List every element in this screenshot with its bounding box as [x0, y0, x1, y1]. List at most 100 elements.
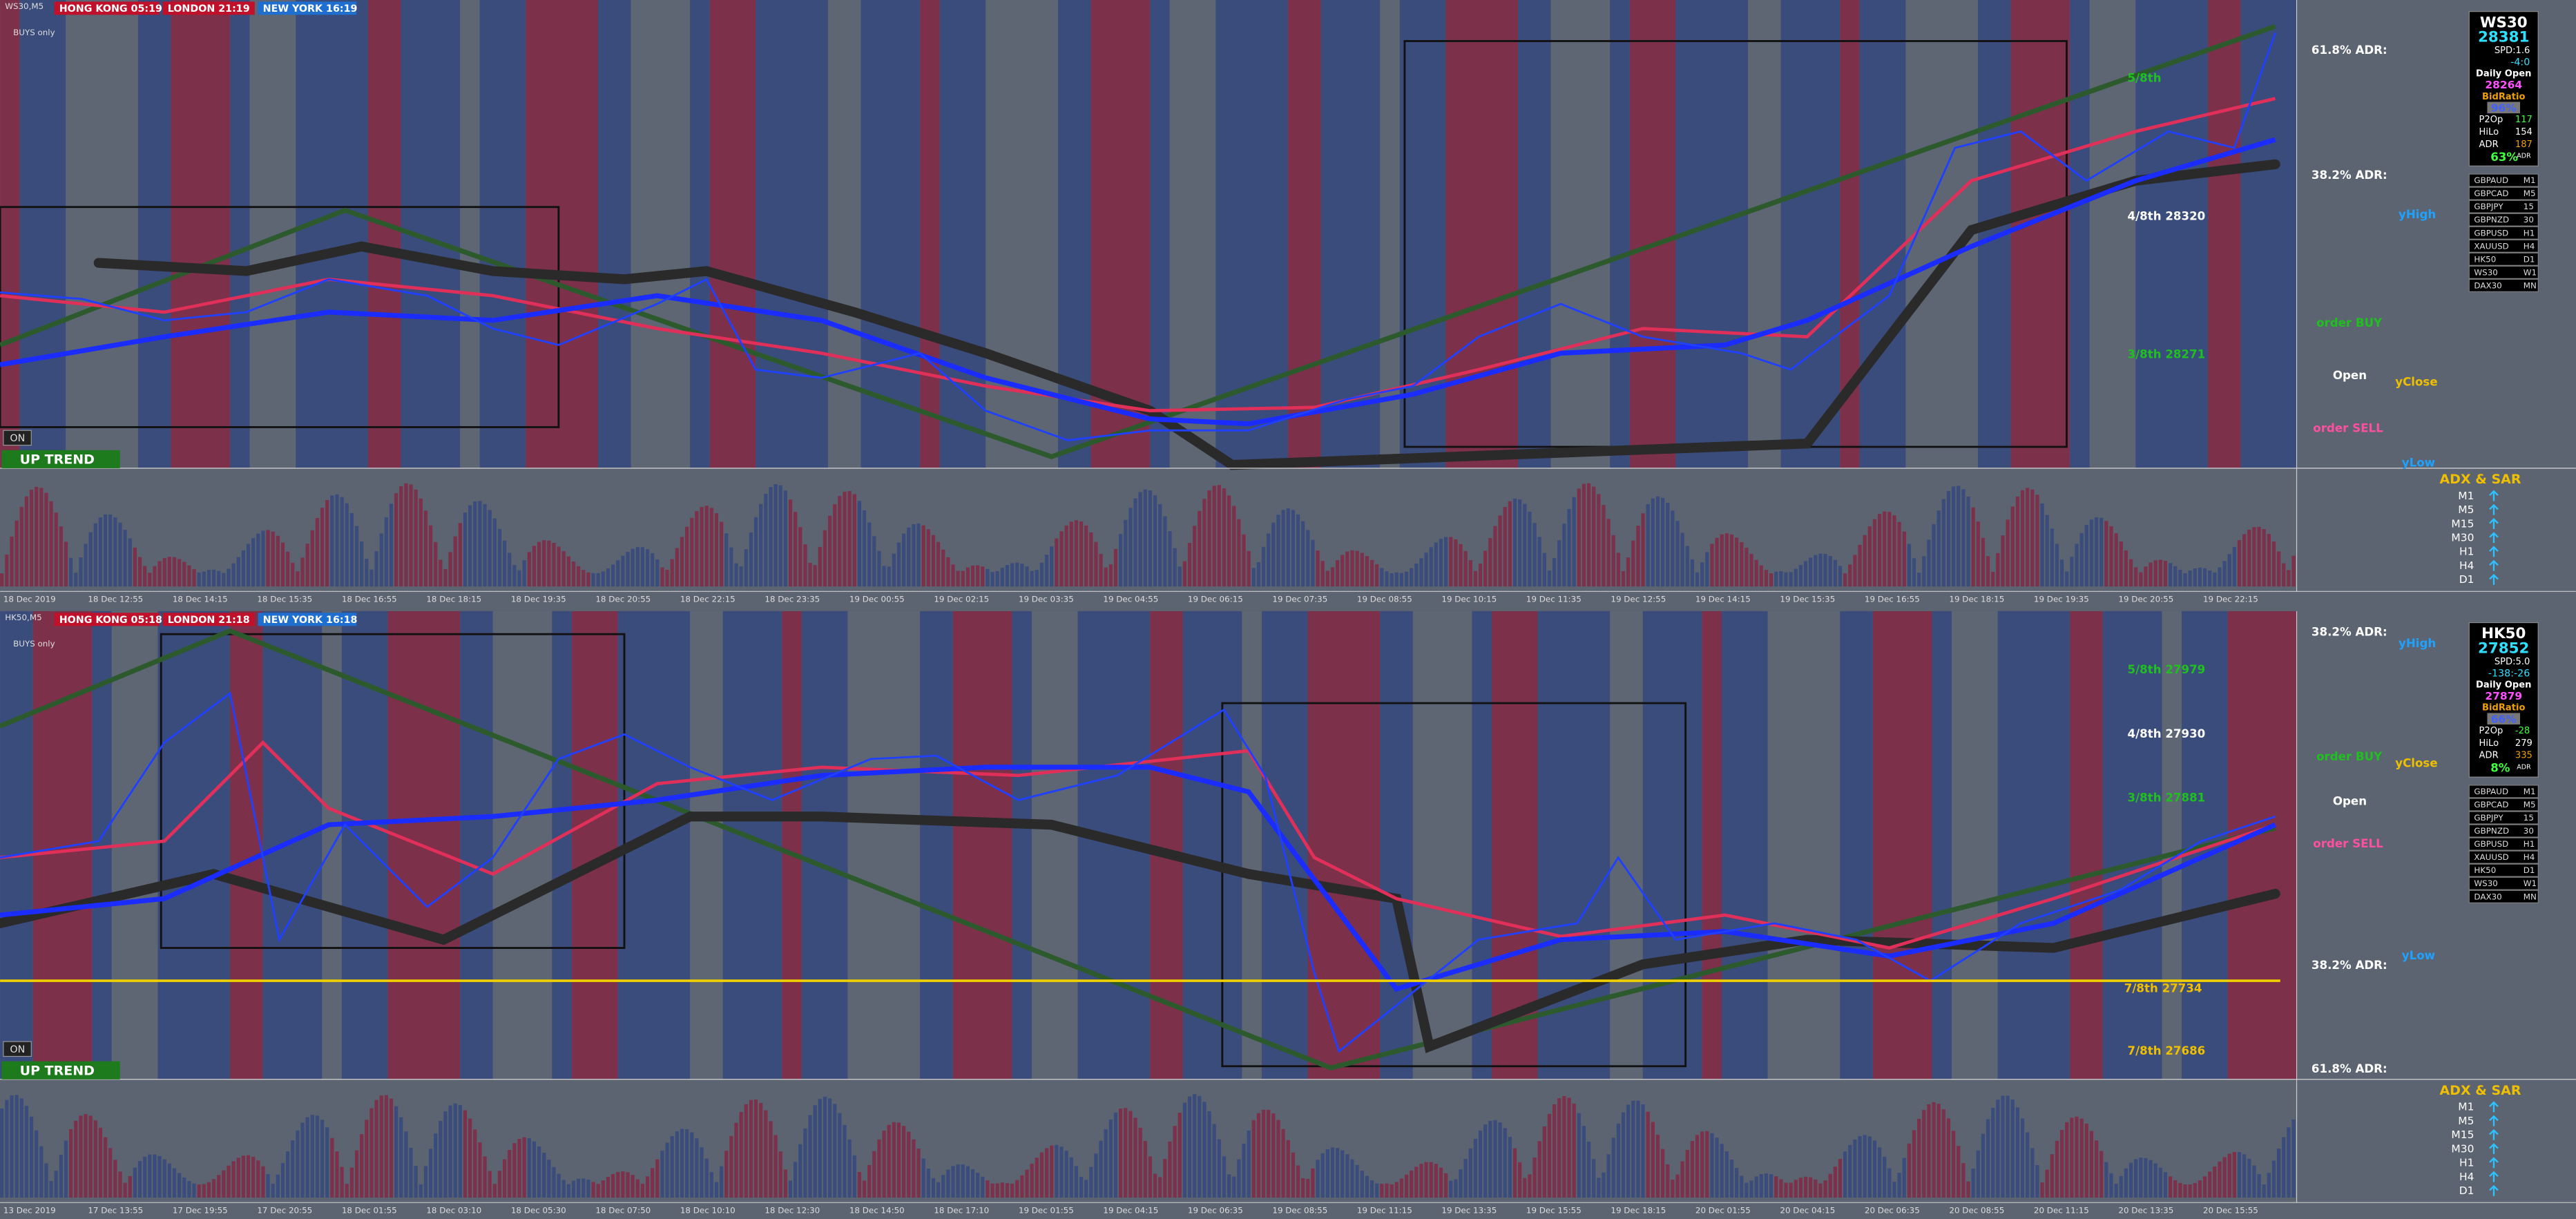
symbol-tf[interactable]: M5 [2524, 189, 2536, 198]
adx-arrow [2489, 1129, 2499, 1140]
symbol-button[interactable] [2468, 798, 2539, 812]
volume-bar [1577, 488, 1581, 587]
volume-bar [1118, 534, 1123, 587]
session-stripe [1445, 0, 1519, 468]
level-label: 38.2% ADR: [2311, 625, 2387, 638]
symbol-tf[interactable]: H4 [2524, 241, 2535, 251]
symbol-button[interactable] [2468, 850, 2539, 864]
symbol-tf[interactable]: W1 [2524, 879, 2537, 888]
symbol-tf[interactable]: MN [2524, 892, 2537, 901]
volume-bar [1809, 1177, 1813, 1198]
symbol-button[interactable] [2468, 173, 2539, 187]
symbol-tf[interactable]: M1 [2524, 787, 2536, 796]
symbol-tf[interactable]: H1 [2524, 839, 2535, 849]
volume-bar [167, 1163, 171, 1198]
volume-bar [709, 508, 713, 587]
switch-bg[interactable] [3, 430, 32, 446]
volume-bar [1572, 497, 1576, 587]
symbol-name[interactable]: GBPCAD [2474, 189, 2508, 198]
symbol-button[interactable] [2468, 824, 2539, 838]
session-stripe [1182, 611, 1242, 1079]
symbol-button[interactable] [2468, 265, 2539, 279]
symbol-button[interactable] [2468, 252, 2539, 266]
volume-bar [1118, 1108, 1123, 1198]
symbol-button[interactable] [2468, 239, 2539, 253]
volume-bar [2094, 1140, 2099, 1198]
symbol-name[interactable]: GBPAUD [2474, 787, 2508, 796]
symbol-tf[interactable]: 30 [2524, 215, 2534, 224]
time-label: 20 Dec 06:35 [1865, 1206, 1920, 1216]
volume-bar [231, 1161, 236, 1198]
symbol-name[interactable]: WS30 [2474, 267, 2497, 277]
volume-bar [1823, 554, 1827, 587]
volume-bar [1375, 564, 1379, 587]
adx-arrow [2489, 1115, 2499, 1126]
symbol-tf[interactable]: M1 [2524, 175, 2536, 185]
symbol-tf[interactable]: 15 [2524, 813, 2534, 823]
volume-bar [1690, 559, 1695, 587]
volume-bar [1809, 557, 1813, 587]
volume-bar [404, 1131, 408, 1198]
volume-bar [128, 538, 132, 587]
symbol-button[interactable] [2468, 213, 2539, 227]
symbol-button[interactable] [2468, 186, 2539, 200]
symbol-name[interactable]: WS30 [2474, 879, 2497, 888]
info-row-value: 154 [2515, 127, 2532, 137]
volume-bar [660, 1151, 664, 1198]
volume-bar [1724, 1151, 1729, 1198]
symbol-name[interactable]: GBPJPY [2474, 202, 2503, 211]
symbol-name[interactable]: XAUUSD [2474, 852, 2508, 862]
symbol-name[interactable]: GBPUSD [2474, 839, 2508, 849]
symbol-name[interactable]: DAX30 [2474, 892, 2501, 901]
symbol-button[interactable] [2468, 890, 2539, 903]
symbol-button[interactable] [2468, 200, 2539, 213]
info-change: -4:0 [2510, 57, 2530, 68]
switch-label[interactable]: ON [10, 1044, 25, 1055]
volume-bar [463, 1110, 468, 1198]
symbol-name[interactable]: GBPJPY [2474, 813, 2503, 823]
volume-bar [236, 557, 240, 587]
symbol-name[interactable]: GBPCAD [2474, 800, 2508, 809]
volume-bar [1784, 572, 1788, 587]
symbol-name[interactable]: DAX30 [2474, 280, 2501, 290]
symbol-name[interactable]: HK50 [2474, 865, 2496, 875]
session-stripe [460, 0, 480, 468]
volume-bar [1872, 1140, 1877, 1198]
symbol-button[interactable] [2468, 226, 2539, 240]
volume-bar [1291, 1152, 1295, 1198]
switch-label[interactable]: ON [10, 433, 25, 444]
symbol-name[interactable]: GBPAUD [2474, 175, 2508, 185]
volume-bar [1651, 1122, 1655, 1198]
symbol-tf[interactable]: H1 [2524, 228, 2535, 238]
symbol-tf[interactable]: MN [2524, 280, 2537, 290]
symbol-name[interactable]: GBPNZD [2474, 215, 2509, 224]
symbol-name[interactable]: HK50 [2474, 254, 2496, 264]
volume-bar [423, 1166, 428, 1198]
symbol-button[interactable] [2468, 876, 2539, 890]
volume-bar [1941, 499, 1945, 587]
volume-bar [847, 1139, 852, 1198]
symbol-button[interactable] [2468, 837, 2539, 851]
symbol-name[interactable]: XAUUSD [2474, 241, 2508, 251]
switch-bg[interactable] [3, 1041, 32, 1057]
info-bidratio-bg [2487, 102, 2521, 114]
symbol-name[interactable]: GBPNZD [2474, 826, 2509, 836]
symbol-tf[interactable]: D1 [2524, 865, 2535, 875]
volume-bar [1838, 1159, 1843, 1198]
symbol-tf[interactable]: 30 [2524, 826, 2534, 836]
symbol-name[interactable]: GBPUSD [2474, 228, 2508, 238]
adx-arrow [2489, 1143, 2499, 1155]
volume-bar [1892, 515, 1896, 587]
symbol-tf[interactable]: H4 [2524, 852, 2535, 862]
volume-bar [1267, 533, 1271, 587]
symbol-button[interactable] [2468, 785, 2539, 798]
symbol-tf[interactable]: 15 [2524, 202, 2534, 211]
volume-bar [148, 573, 152, 587]
symbol-tf[interactable]: W1 [2524, 267, 2537, 277]
symbol-button[interactable] [2468, 863, 2539, 877]
symbol-tf[interactable]: D1 [2524, 254, 2535, 264]
symbol-tf[interactable]: M5 [2524, 800, 2536, 809]
symbol-button[interactable] [2468, 278, 2539, 292]
volume-bar [1306, 1178, 1310, 1198]
symbol-button[interactable] [2468, 811, 2539, 825]
